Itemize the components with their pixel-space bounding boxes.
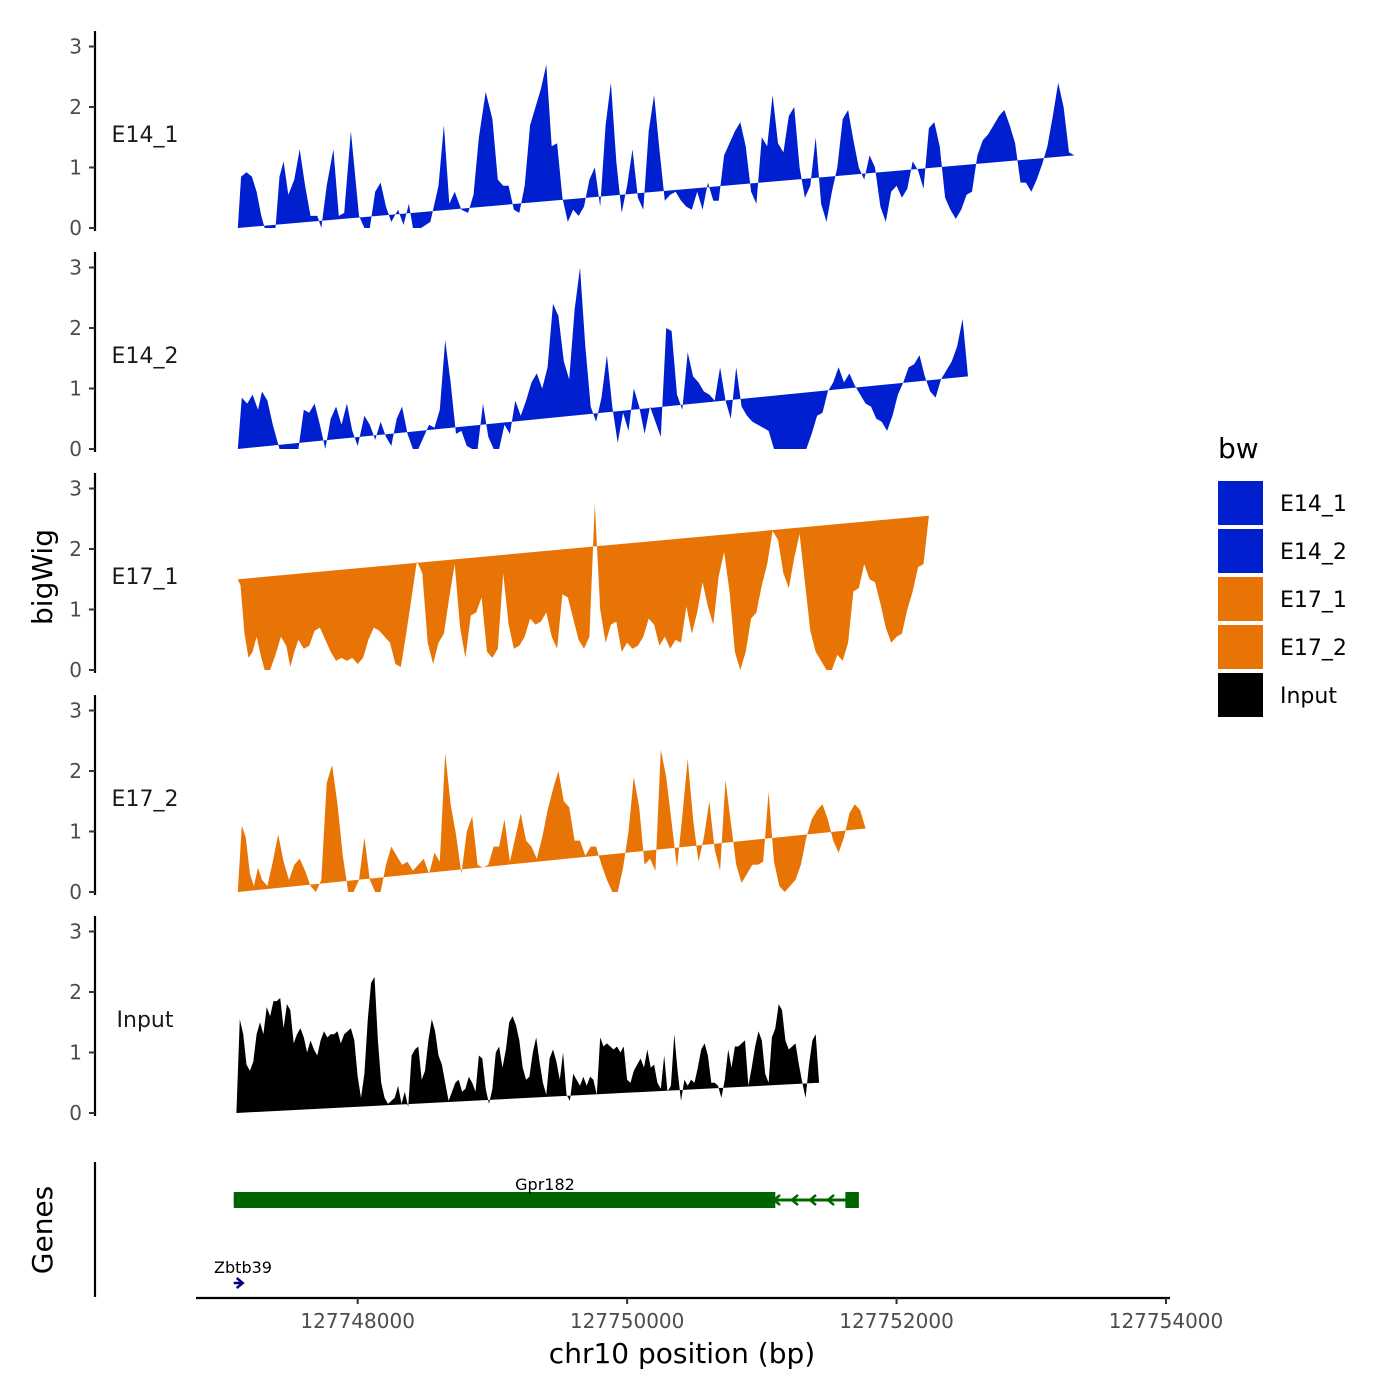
legend-label: E17_2 bbox=[1280, 636, 1347, 661]
y-tick-label: 1 bbox=[69, 156, 82, 180]
x-tick-label: 127752000 bbox=[839, 1309, 954, 1333]
y-tick-label: 1 bbox=[69, 820, 82, 844]
signal-area-e14-1 bbox=[237, 64, 1075, 228]
legend-title: bw bbox=[1218, 432, 1259, 465]
signal-area-e14-2 bbox=[237, 267, 969, 449]
x-tick-label: 127748000 bbox=[300, 1309, 415, 1333]
gene-zbtb39: Zbtb39 bbox=[214, 1258, 272, 1289]
strand-arrow-icon bbox=[808, 1194, 817, 1206]
strand-arrow-icon bbox=[772, 1194, 781, 1206]
legend: bw E14_1 E14_2 E17_1 E17_2 Input bbox=[1218, 432, 1347, 717]
gene-label: Zbtb39 bbox=[214, 1258, 272, 1277]
legend-label: E17_1 bbox=[1280, 588, 1347, 613]
legend-swatch bbox=[1218, 673, 1263, 717]
y-axis-title-genes: Genes bbox=[26, 1186, 59, 1274]
x-axis-title: chr10 position (bp) bbox=[549, 1337, 815, 1370]
legend-entry-e14-2: E14_2 bbox=[1218, 529, 1347, 573]
y-tick-label: 0 bbox=[69, 437, 82, 461]
strand-arrow-icon bbox=[826, 1194, 835, 1206]
signal-area-e17-2 bbox=[237, 749, 866, 892]
track-input: 0 1 2 3 Input bbox=[69, 916, 820, 1125]
y-tick-label: 1 bbox=[69, 598, 82, 622]
y-tick-label: 3 bbox=[69, 920, 82, 944]
gene-exon bbox=[845, 1192, 859, 1208]
legend-label: E14_2 bbox=[1280, 540, 1347, 565]
gene-annotation-track: Gpr182 Zbtb39 bbox=[93, 1162, 859, 1297]
y-tick-label: 1 bbox=[69, 1041, 82, 1065]
legend-swatch bbox=[1218, 481, 1263, 525]
track-label: Input bbox=[117, 1008, 174, 1033]
track-label: E14_2 bbox=[112, 344, 179, 369]
legend-swatch bbox=[1218, 625, 1263, 669]
legend-entry-e17-1: E17_1 bbox=[1218, 577, 1347, 621]
legend-swatch bbox=[1218, 577, 1263, 621]
y-tick-label: 0 bbox=[69, 658, 82, 682]
track-label: E17_1 bbox=[112, 565, 179, 590]
track-label: E17_2 bbox=[112, 787, 179, 812]
x-tick-label: 127754000 bbox=[1109, 1309, 1224, 1333]
legend-entry-e14-1: E14_1 bbox=[1218, 481, 1347, 525]
y-tick-label: 2 bbox=[69, 980, 82, 1004]
y-tick-label: 3 bbox=[69, 256, 82, 280]
signal-area-input bbox=[236, 976, 820, 1113]
legend-entry-input: Input bbox=[1218, 673, 1337, 717]
track-label: E14_1 bbox=[112, 123, 179, 148]
x-tick-label: 127750000 bbox=[570, 1309, 685, 1333]
gene-exon bbox=[233, 1192, 776, 1208]
track-e14-1: 0 1 2 3 E14_1 bbox=[69, 31, 1075, 240]
gene-label: Gpr182 bbox=[515, 1175, 575, 1194]
y-tick-label: 2 bbox=[69, 759, 82, 783]
y-tick-label: 3 bbox=[69, 35, 82, 59]
strand-arrow-icon bbox=[790, 1194, 799, 1206]
legend-label: Input bbox=[1280, 684, 1337, 709]
gene-gpr182: Gpr182 bbox=[233, 1175, 859, 1208]
y-axis-title-bigwig: bigWig bbox=[26, 529, 59, 625]
legend-label: E14_1 bbox=[1280, 492, 1347, 517]
track-e14-2: 0 1 2 3 E14_2 bbox=[69, 252, 969, 461]
legend-entry-e17-2: E17_2 bbox=[1218, 625, 1347, 669]
y-tick-label: 3 bbox=[69, 699, 82, 723]
x-axis: 127748000 127750000 127752000 127754000 bbox=[196, 1296, 1224, 1333]
y-tick-label: 2 bbox=[69, 316, 82, 340]
y-tick-label: 3 bbox=[69, 477, 82, 501]
strand-arrow-icon bbox=[235, 1277, 245, 1289]
signal-area-e17-1 bbox=[237, 503, 929, 670]
y-tick-label: 2 bbox=[69, 537, 82, 561]
y-tick-label: 0 bbox=[69, 216, 82, 240]
y-tick-label: 1 bbox=[69, 377, 82, 401]
track-e17-2: 0 1 2 3 E17_2 bbox=[69, 695, 866, 904]
y-tick-label: 2 bbox=[69, 95, 82, 119]
track-e17-1: 0 1 2 3 E17_1 bbox=[69, 473, 929, 682]
y-tick-label: 0 bbox=[69, 1101, 82, 1125]
y-tick-label: 0 bbox=[69, 880, 82, 904]
legend-swatch bbox=[1218, 529, 1263, 573]
signal-tracks: 0 1 2 3 E14_1 0 1 2 3 E14_2 0 1 2 3 E17_1 0 1 2 3 E17_2 0 1 2 3… bbox=[69, 31, 1075, 1125]
